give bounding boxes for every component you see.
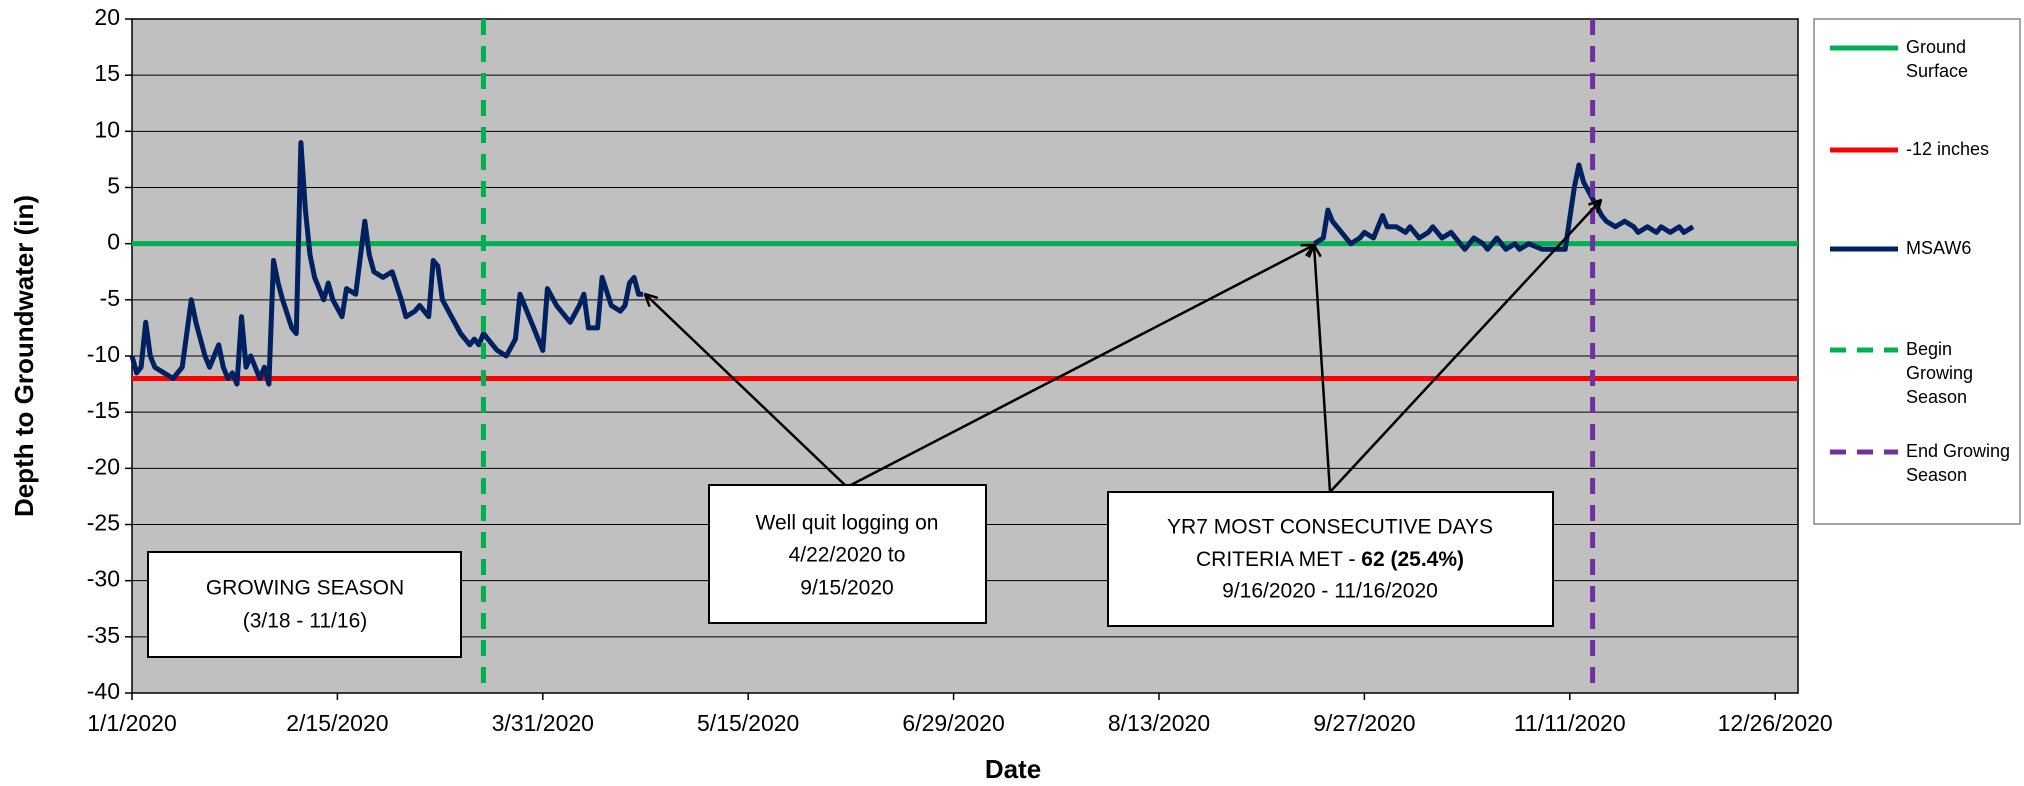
arrow (1314, 245, 1332, 493)
annotation-box (1107, 491, 1554, 627)
annotation-box (708, 484, 987, 624)
arrow (846, 245, 1314, 489)
x-tick-label: 8/13/2020 (1108, 710, 1210, 736)
annotation-text: GROWING SEASON (206, 577, 404, 600)
legend-label-line: Season (1906, 465, 1967, 485)
marks (129, 19, 1798, 693)
x-tick-label: 3/31/2020 (492, 710, 594, 736)
annotation-text: 9/15/2020 (800, 577, 893, 600)
legend-label-line: Surface (1906, 61, 1968, 81)
annotation-text: (3/18 - 11/16) (243, 610, 368, 633)
x-tick-label: 12/26/2020 (1718, 710, 1833, 736)
x-tick-label: 2/15/2020 (286, 710, 388, 736)
y-tick-label: -20 (87, 453, 120, 479)
y-tick-label: -5 (100, 285, 120, 311)
legend-label: Ground Surface (1906, 37, 1968, 81)
legend-box (1813, 18, 2021, 525)
annotation-highlight: 62 (25.4%) (1361, 548, 1464, 571)
legend-label-line: Growing (1906, 363, 1973, 383)
y-axis-title: Depth to Groundwater (in) (9, 195, 39, 517)
annotation-text: YR7 MOST CONSECUTIVE DAYS (1167, 516, 1493, 539)
legend: Ground Surface -12 inches MSAW6 Begin Growing… (1830, 37, 2010, 485)
legend-label-line: Season (1906, 387, 1967, 407)
arrow (645, 294, 848, 488)
y-tick-label: -30 (87, 566, 120, 592)
annotation-text: CRITERIA MET - 62 (25.4%) (1196, 548, 1464, 571)
x-tick-label: 1/1/2020 (87, 710, 177, 736)
ticks: 20 15 10 5 0 -5 -10 -15 -20 -25 -30 -35 -40 1/1/2020 2… (87, 4, 1833, 736)
y-tick-label: 5 (107, 173, 120, 199)
annotation-box (147, 551, 462, 658)
y-tick-label: -25 (87, 510, 120, 536)
data-line (129, 140, 1695, 387)
y-tick-label: -10 (87, 341, 120, 367)
annotation-text: CRITERIA MET - (1196, 548, 1361, 571)
legend-label: MSAW6 (1906, 238, 1971, 258)
y-tick-label: -40 (87, 678, 120, 704)
annotation-text: 9/16/2020 - 11/16/2020 (1222, 580, 1438, 603)
annotation-text: 4/22/2020 to (789, 544, 906, 567)
x-tick-label: 6/29/2020 (902, 710, 1004, 736)
legend-label-line: End Growing (1906, 441, 2010, 461)
legend-label: End Growing Season (1906, 441, 2010, 485)
annotation-text: Well quit logging on (756, 512, 939, 535)
y-tick-label: 20 (94, 4, 120, 30)
legend-label-line: Ground (1906, 37, 1966, 57)
x-tick-label: 11/11/2020 (1514, 710, 1626, 736)
y-tick-label: -15 (87, 397, 120, 423)
legend-label-line: Begin (1906, 339, 1952, 359)
y-tick-label: 0 (107, 229, 120, 255)
y-tick-label: 15 (94, 60, 120, 86)
legend-label: -12 inches (1906, 139, 1989, 159)
x-axis-title: Date (985, 754, 1041, 784)
annotations: GROWING SEASON (3/18 - 11/16) Well quit … (147, 200, 1601, 658)
legend-label: Begin Growing Season (1906, 339, 1973, 407)
y-tick-label: -35 (87, 622, 120, 648)
x-tick-label: 5/15/2020 (697, 710, 799, 736)
y-tick-label: 10 (94, 116, 120, 142)
x-tick-label: 9/27/2020 (1313, 710, 1415, 736)
arrow (1329, 200, 1601, 493)
